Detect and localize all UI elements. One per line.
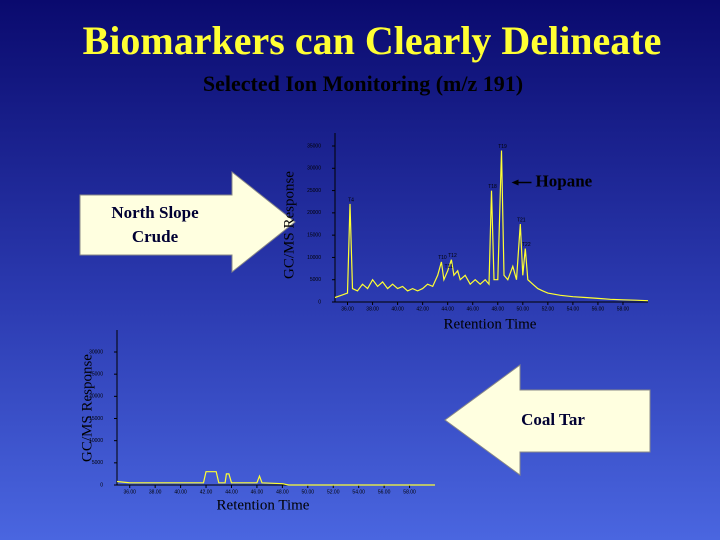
arrow-label: Coal Tar (521, 410, 585, 429)
x-tick-label: 38.00 (149, 489, 162, 495)
y-tick-label: 5000 (92, 460, 103, 466)
data-line (116, 471, 435, 486)
x-tick-label: 44.00 (225, 489, 238, 495)
y-tick-label: 25000 (89, 371, 103, 377)
arrow (444, 364, 651, 476)
arrow (79, 170, 296, 274)
arrow-label: North Slope Crude (111, 203, 199, 246)
y-tick-label: 30000 (89, 349, 103, 355)
peak-label: T21 (517, 217, 526, 223)
y-tick-label: 15000 (89, 416, 103, 422)
x-tick-label: 48.00 (492, 306, 505, 312)
x-tick-label: 56.00 (378, 489, 391, 495)
peak-label: T18 (488, 184, 497, 190)
peak-label: T4 (348, 197, 354, 203)
peak-label: T12 (448, 253, 457, 259)
y-axis-title: GC/MS Response (79, 354, 95, 462)
x-tick-label: 54.00 (567, 306, 580, 312)
peak-label: T10 (438, 255, 447, 261)
y-axis-title: GC/MS Response (281, 171, 297, 279)
x-tick-label: 48.00 (276, 489, 289, 495)
peak-label: T11 (445, 264, 453, 270)
callout-label: Hopane (536, 171, 593, 190)
y-tick-label: 20000 (89, 394, 103, 400)
slide-title: Biomarkers can Clearly Delineate (83, 18, 662, 63)
x-tick-label: 40.00 (174, 489, 187, 495)
x-tick-label: 58.00 (617, 306, 630, 312)
y-tick-label: 35000 (307, 143, 321, 149)
peak-label: T22 (522, 242, 531, 248)
callout-arrowhead (511, 179, 519, 186)
x-tick-label: 36.00 (123, 489, 136, 495)
x-axis-title: Retention Time (444, 316, 537, 332)
x-tick-label: 58.00 (403, 489, 416, 495)
x-tick-label: 50.00 (302, 489, 315, 495)
x-tick-label: 52.00 (542, 306, 555, 312)
x-tick-label: 46.00 (466, 306, 479, 312)
x-tick-label: 40.00 (391, 306, 404, 312)
x-tick-label: 42.00 (200, 489, 213, 495)
y-tick-label: 5000 (310, 277, 321, 283)
x-tick-label: 56.00 (592, 306, 605, 312)
y-tick-label: 10000 (89, 438, 103, 444)
x-tick-label: 50.00 (517, 306, 530, 312)
peak-label: T19 (498, 144, 507, 150)
y-tick-label: 0 (318, 299, 321, 305)
x-tick-label: 44.00 (441, 306, 454, 312)
x-tick-label: 52.00 (327, 489, 340, 495)
x-tick-label: 46.00 (251, 489, 264, 495)
data-line (334, 150, 649, 302)
y-tick-label: 25000 (307, 188, 321, 194)
x-tick-label: 38.00 (366, 306, 379, 312)
y-tick-label: 30000 (307, 166, 321, 172)
y-tick-label: 15000 (307, 232, 321, 238)
y-tick-label: 20000 (307, 210, 321, 216)
slide-subtitle: Selected Ion Monitoring (m/z 191) (203, 71, 523, 96)
x-tick-label: 36.00 (341, 306, 354, 312)
y-tick-label: 0 (100, 482, 103, 488)
x-axis-title: Retention Time (217, 497, 310, 513)
x-tick-label: 42.00 (416, 306, 429, 312)
x-tick-label: 54.00 (352, 489, 365, 495)
y-tick-label: 10000 (307, 255, 321, 261)
